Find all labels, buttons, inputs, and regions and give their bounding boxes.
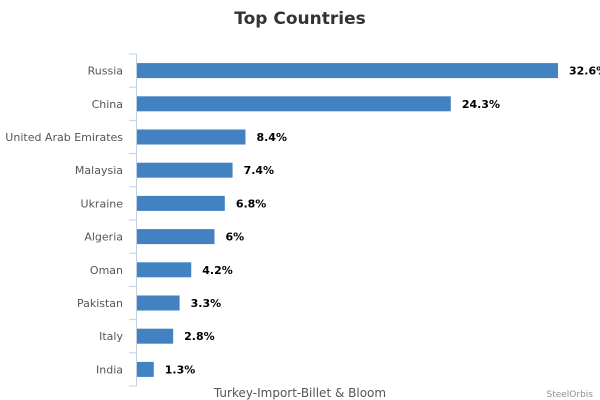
bar-china (137, 96, 451, 112)
bar-pakistan (137, 295, 180, 311)
chart-subtitle: Turkey-Import-Billet & Bloom (213, 386, 386, 400)
category-label: Italy (99, 330, 123, 343)
data-label: 2.8% (184, 330, 215, 343)
category-label: India (96, 363, 123, 376)
bar-ukraine (137, 195, 225, 211)
bar-united-arab-emirates (137, 129, 246, 145)
data-label: 24.3% (462, 98, 500, 111)
chart-title: Top Countries (234, 9, 365, 29)
data-label: 6.8% (236, 197, 267, 210)
data-labels: 32.6% 24.3% 8.4% 7.4% 6.8% 6% 4.2% 3.3% 2.8% 1.3% (165, 65, 600, 377)
category-label: United Arab Emirates (5, 131, 123, 144)
category-label: Oman (90, 264, 123, 277)
bar-italy (137, 328, 174, 344)
category-label: Ukraine (81, 197, 124, 210)
bar-russia (137, 63, 558, 79)
data-label: 32.6% (569, 65, 600, 78)
data-label: 7.4% (244, 164, 275, 177)
data-label: 4.2% (202, 264, 233, 277)
y-axis-ticks (129, 53, 137, 387)
bar-malaysia (137, 162, 233, 178)
data-label: 6% (225, 231, 244, 244)
bar-algeria (137, 229, 215, 245)
bar-india (137, 361, 154, 377)
category-label: Pakistan (77, 297, 123, 310)
category-label: Russia (88, 65, 123, 78)
bar-oman (137, 262, 192, 278)
category-label: Algeria (84, 231, 123, 244)
category-label: Malaysia (75, 164, 123, 177)
category-labels: Russia China United Arab Emirates Malaysia U… (5, 65, 123, 377)
data-label: 8.4% (256, 131, 287, 144)
data-label: 3.3% (191, 297, 222, 310)
category-label: China (92, 98, 123, 111)
bars-group (137, 63, 558, 377)
chart-credit: SteelOrbis (546, 390, 593, 400)
data-label: 1.3% (165, 363, 196, 376)
